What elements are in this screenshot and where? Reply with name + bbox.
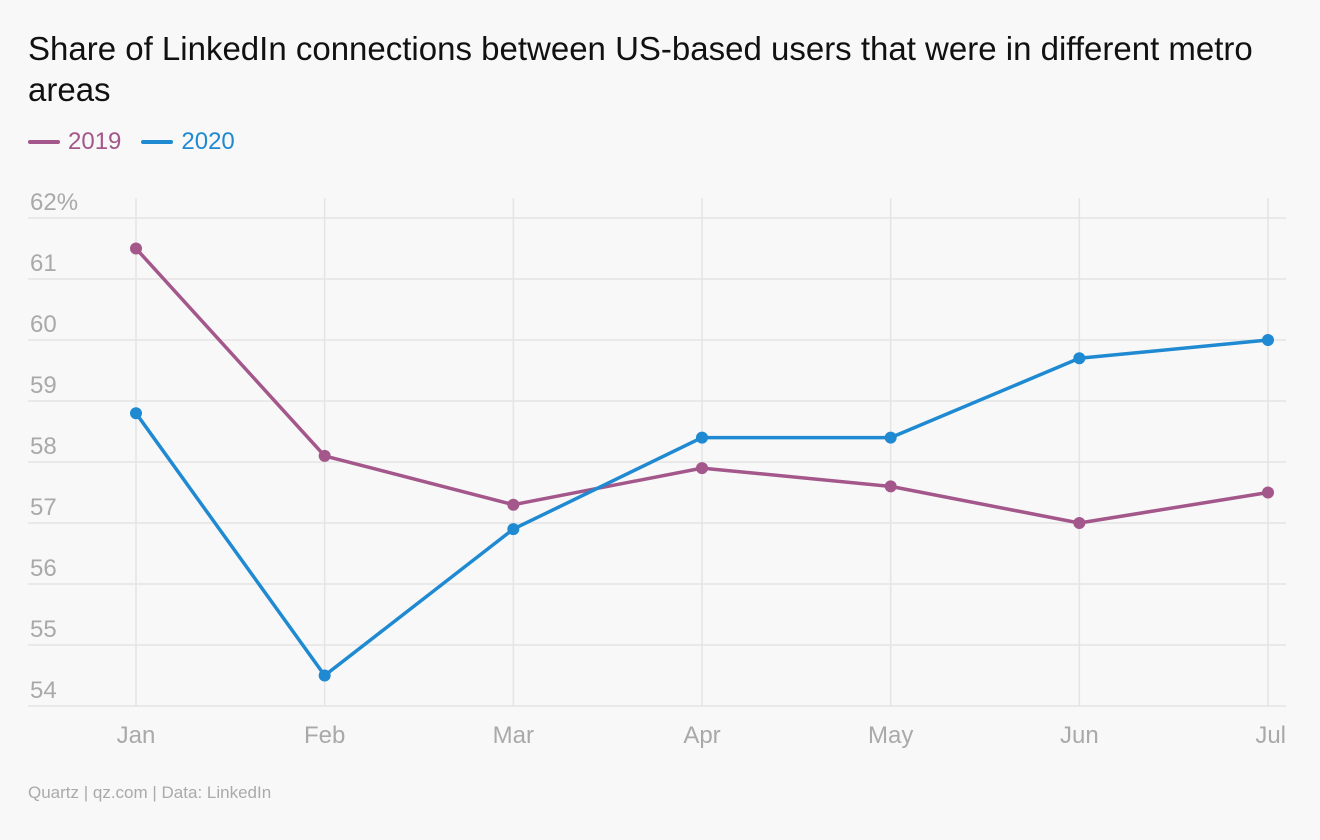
x-tick-label: Apr bbox=[683, 722, 720, 749]
y-tick-label: 55 bbox=[30, 616, 57, 643]
data-point-2020 bbox=[1262, 334, 1274, 346]
x-tick-label: Mar bbox=[493, 722, 534, 749]
data-point-2019 bbox=[507, 498, 520, 511]
data-point-2019 bbox=[884, 480, 897, 493]
x-tick-label: Jan bbox=[117, 722, 156, 749]
y-tick-label: 62% bbox=[30, 189, 78, 216]
x-tick-label: May bbox=[868, 722, 913, 749]
data-point-2019 bbox=[1262, 486, 1274, 499]
y-tick-label: 54 bbox=[30, 677, 57, 704]
y-tick-label: 60 bbox=[30, 311, 57, 338]
y-tick-label: 58 bbox=[30, 433, 57, 460]
legend-label-2020: 2020 bbox=[181, 128, 235, 155]
y-tick-label: 56 bbox=[30, 555, 57, 582]
x-tick-label: Jul bbox=[1255, 722, 1286, 749]
legend-item-2019: 2019 bbox=[28, 128, 121, 156]
data-point-2019 bbox=[318, 449, 331, 462]
data-point-2020 bbox=[696, 431, 708, 444]
legend-item-2020: 2020 bbox=[141, 128, 235, 156]
y-tick-label: 57 bbox=[30, 494, 57, 521]
data-point-2019 bbox=[130, 242, 142, 255]
data-point-2020 bbox=[1073, 352, 1086, 365]
legend: 2019 2020 bbox=[28, 128, 235, 156]
x-tick-label: Feb bbox=[304, 722, 345, 749]
data-point-2020 bbox=[507, 523, 520, 536]
legend-swatch-2019 bbox=[28, 140, 60, 144]
data-point-2019 bbox=[696, 462, 708, 475]
y-tick-label: 61 bbox=[30, 250, 57, 277]
data-point-2020 bbox=[130, 407, 142, 420]
chart-title: Share of LinkedIn connections between US… bbox=[28, 30, 1253, 108]
legend-label-2019: 2019 bbox=[68, 128, 122, 155]
x-tick-label: Jun bbox=[1060, 722, 1099, 749]
data-point-2020 bbox=[318, 669, 331, 682]
data-point-2020 bbox=[884, 431, 897, 444]
source-note: Quartz | qz.com | Data: LinkedIn bbox=[28, 783, 272, 802]
data-point-2019 bbox=[1073, 517, 1086, 529]
legend-swatch-2020 bbox=[141, 140, 174, 144]
y-tick-label: 59 bbox=[30, 372, 57, 399]
